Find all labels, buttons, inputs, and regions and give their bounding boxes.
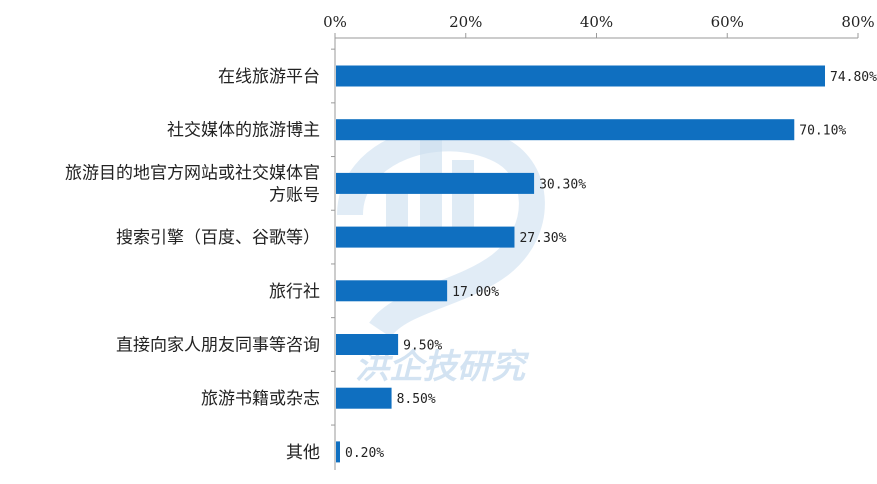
category-label: 搜索引擎（百度、谷歌等） (116, 228, 320, 248)
x-axis: 0% 20% 40% 60% 80% (323, 13, 875, 470)
bar-value-label: 17.00% (452, 285, 499, 300)
bar-value-label: 27.30% (519, 231, 566, 246)
category-label: 旅行社 (269, 282, 320, 302)
bar-value-label: 70.10% (799, 124, 846, 139)
category-label: 旅游书籍或杂志 (201, 389, 320, 409)
x-tick-label: 0% (323, 13, 347, 31)
x-tick-label: 60% (711, 13, 744, 31)
bar-value-label: 0.20% (345, 446, 384, 461)
category-label: 方账号 (269, 185, 320, 205)
bar (336, 387, 392, 409)
category-label: 社交媒体的旅游博主 (167, 121, 320, 141)
x-tick-label: 40% (580, 13, 613, 31)
category-label: 旅游目的地官方网站或社交媒体官 (65, 163, 320, 183)
category-labels: 在线旅游平台社交媒体的旅游博主旅游目的地官方网站或社交媒体官方账号搜索引擎（百度… (65, 67, 320, 463)
x-tick-label: 20% (449, 13, 482, 31)
x-tick-label: 80% (841, 13, 874, 31)
bar (336, 280, 448, 302)
bar-value-label: 8.50% (397, 392, 436, 407)
category-label: 直接向家人朋友同事等咨询 (116, 336, 320, 356)
bar-value-label: 30.30% (539, 177, 586, 192)
category-label: 在线旅游平台 (218, 67, 320, 87)
category-label: 其他 (286, 443, 320, 463)
bars-group: 74.80% 70.10% 30.30% 27.30% 17.00% 9.50% 8.50%… (336, 65, 877, 463)
bar (336, 226, 515, 248)
bar-value-label: 9.50% (403, 339, 442, 354)
bar (336, 441, 340, 463)
bar-value-label: 74.80% (830, 70, 877, 85)
bar (336, 172, 535, 194)
bar (336, 65, 826, 87)
bar (336, 119, 795, 141)
bar (336, 334, 399, 355)
